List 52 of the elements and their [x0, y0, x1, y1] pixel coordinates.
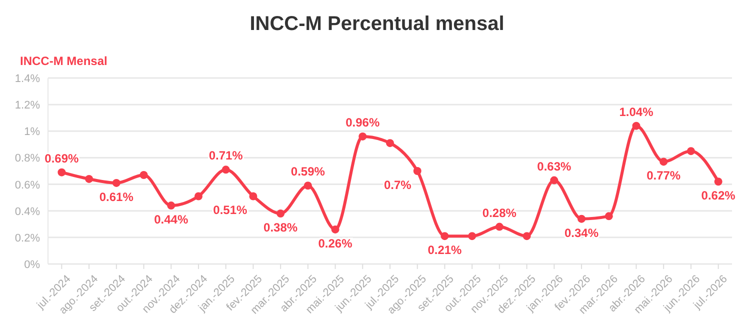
point	[167, 202, 176, 210]
point	[714, 178, 722, 186]
y-tick-label: 1.2%	[14, 100, 40, 112]
point	[550, 176, 558, 184]
data-label: 0.71%	[208, 148, 244, 163]
point	[440, 232, 449, 240]
point	[331, 225, 340, 234]
y-tick-label: 1%	[24, 126, 40, 138]
point	[194, 192, 202, 200]
point	[276, 210, 285, 218]
point	[522, 232, 531, 240]
point	[58, 168, 66, 176]
data-label: 0.28%	[482, 206, 517, 220]
data-label: 0.63%	[537, 159, 572, 174]
data-label: 1.04%	[619, 104, 654, 119]
data-label: 0.26%	[318, 236, 353, 250]
y-tick-label: 1.4%	[14, 73, 40, 85]
point	[358, 132, 367, 140]
point	[468, 232, 476, 240]
y-tick-label: 0%	[24, 259, 40, 271]
data-label: 0.51%	[213, 203, 248, 218]
chart-title: INCC-M Percentual mensal	[250, 13, 504, 35]
data-label: 0.7%	[384, 178, 412, 192]
data-label: 0.38%	[264, 220, 298, 235]
y-tick-label: 0.8%	[14, 152, 40, 165]
point	[222, 166, 230, 174]
data-label: 0.44%	[154, 212, 188, 227]
y-tick-label: 0.6%	[14, 179, 40, 192]
data-label: 0.61%	[99, 190, 134, 204]
point	[578, 214, 586, 223]
point	[140, 170, 148, 179]
y-tick-label: 0.2%	[14, 232, 40, 244]
point	[386, 139, 394, 148]
data-label: 0.69%	[44, 151, 80, 166]
point	[413, 167, 422, 175]
point	[304, 182, 312, 190]
point	[632, 122, 640, 130]
point	[660, 158, 668, 166]
point	[495, 222, 504, 231]
data-label: 0.34%	[564, 226, 599, 240]
data-label: 0.21%	[428, 243, 462, 258]
point	[85, 174, 94, 183]
data-label: 0.59%	[290, 164, 326, 179]
chart-subtitle: INCC-M Mensal	[20, 54, 108, 68]
point	[686, 147, 695, 156]
data-label: 0.96%	[346, 115, 380, 130]
point	[112, 178, 120, 187]
data-label: 0.62%	[701, 188, 736, 203]
point	[249, 192, 258, 200]
point	[604, 212, 613, 220]
data-label: 0.77%	[646, 168, 681, 183]
y-tick-label: 0.4%	[14, 206, 40, 218]
